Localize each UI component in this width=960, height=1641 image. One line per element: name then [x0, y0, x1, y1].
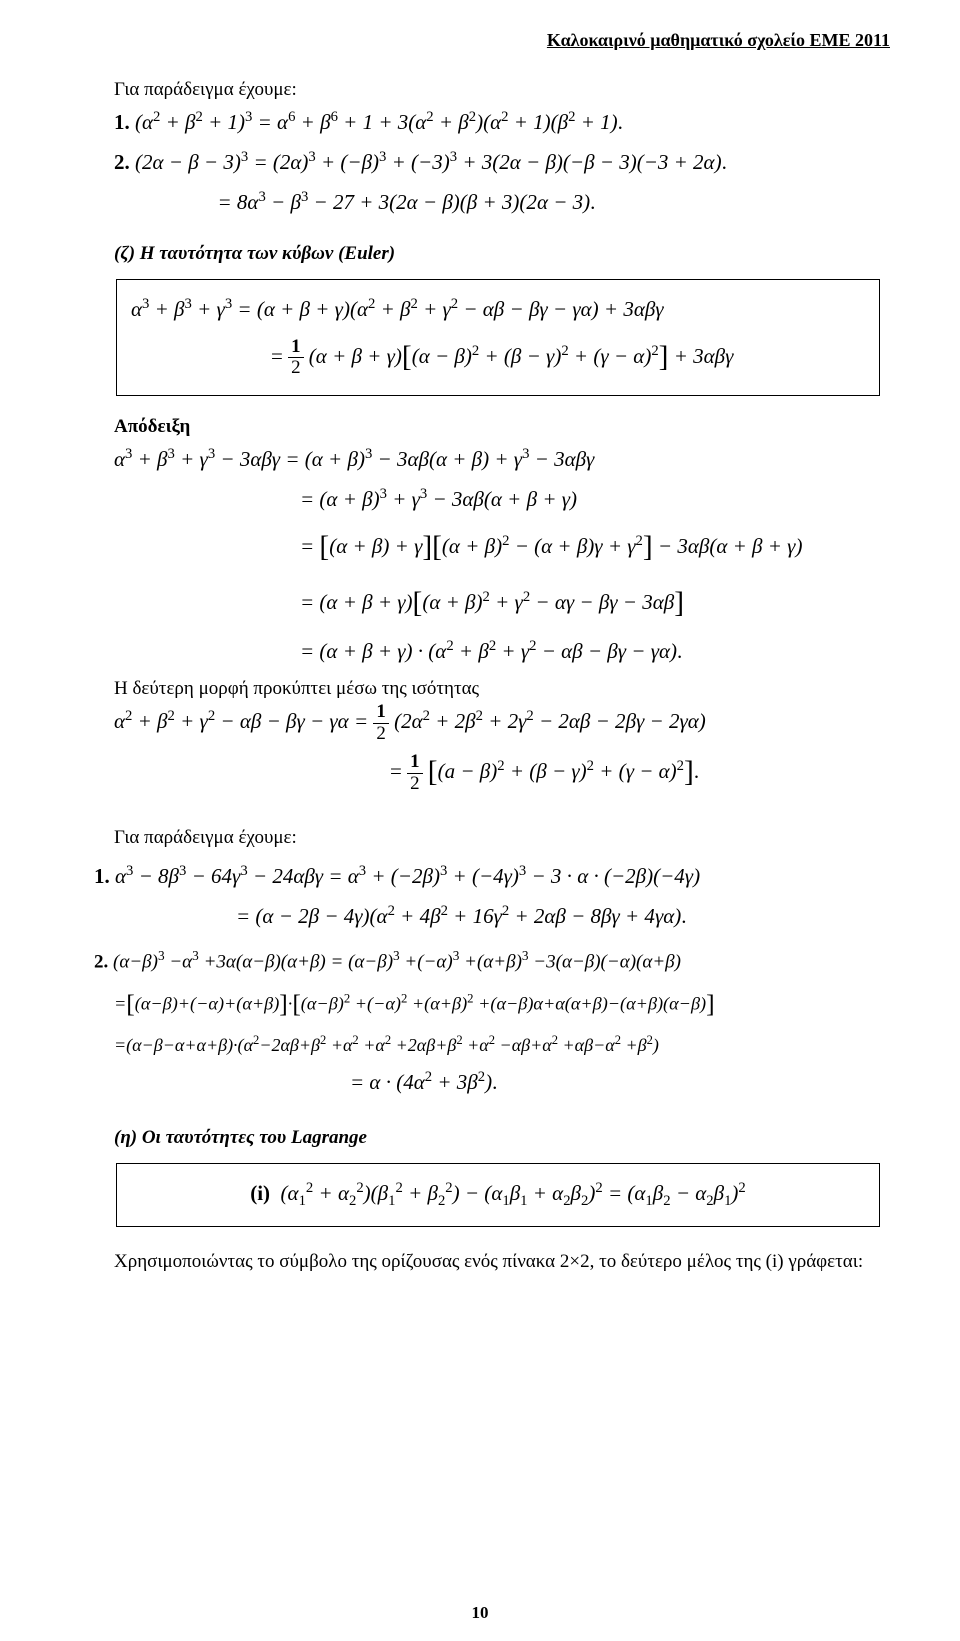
lagrange-label: (i) — [250, 1181, 270, 1205]
proof-line3: = [(α + β) + γ][(α + β)2 − (α + β)γ + γ2… — [300, 520, 890, 576]
example-2-line1: 2. (2α − β − 3)3 = (2α)3 + (−β)3 + (−3)3… — [114, 143, 890, 183]
euler-line1: α3 + β3 + γ3 = (α + β + γ)(α2 + β2 + γ2 … — [131, 290, 865, 330]
euler-line2: = 12 (α + β + γ)[(α − β)2 + (β − γ)2 + (… — [271, 330, 865, 386]
page-number: 10 — [0, 1603, 960, 1623]
page-header: Καλοκαιρινό μαθηματικό σχολείο ΕΜΕ 2011 — [90, 30, 890, 51]
second-form-line2: = 12 [(a − β)2 + (β − γ)2 + (γ − α)2]. — [390, 745, 890, 801]
determinant-remark: Χρησιμοποιώντας το σύμβολο της ορίζουσας… — [114, 1249, 890, 1276]
section-eta-title: (η) Οι ταυτότητες του Lagrange — [114, 1127, 890, 1149]
euler-identity-box: α3 + β3 + γ3 = (α + β + γ)(α2 + β2 + γ2 … — [116, 279, 880, 397]
proof-line2: = (α + β)3 + γ3 − 3αβ(α + β + γ) — [300, 480, 890, 520]
example-b2-line1: 2. (α−β)3 −α3 +3α(α−β)(α+β) = (α−β)3 +(−… — [94, 943, 890, 980]
example-2-number: 2. — [114, 150, 130, 174]
second-form-intro: Η δεύτερη μορφή προκύπτει μέσω της ισότη… — [114, 676, 890, 703]
example-1-eq: (α2 + β2 + 1)3 = α6 + β6 + 1 + 3(α2 + β2… — [135, 110, 623, 134]
example-2-eq: (2α − β − 3)3 = (2α)3 + (−β)3 + (−3)3 + … — [135, 150, 727, 174]
proof-title: Απόδειξη — [114, 416, 890, 438]
second-form-line1: α2 + β2 + γ2 − αβ − βγ − γα = 12 (2α2 + … — [114, 702, 890, 745]
example-b2-number: 2. — [94, 951, 108, 972]
examples-title-2: Για παράδειγμα έχουμε: — [114, 827, 890, 849]
section-zeta-title: (ζ) Η ταυτότητα των κύβων (Euler) — [114, 243, 890, 265]
lagrange-identity-box: (i) (α12 + α22)(β12 + β22) − (α1β1 + α2β… — [116, 1163, 880, 1227]
example-1-number: 1. — [114, 110, 130, 134]
example-b1-number: 1. — [94, 864, 110, 888]
example-2-line2: = 8α3 − β3 − 27 + 3(2α − β)(β + 3)(2α − … — [186, 183, 890, 223]
example-b2-line2: =[(α−β)+(−α)+(α+β)]·[(α−β)2 +(−α)2 +(α+β… — [114, 980, 890, 1028]
example-b2-line4: = α · (4α2 + 3β2). — [350, 1063, 890, 1103]
proof-line5: = (α + β + γ) · (α2 + β2 + γ2 − αβ − βγ … — [300, 632, 890, 672]
proof-line1: α3 + β3 + γ3 − 3αβγ = (α + β)3 − 3αβ(α +… — [114, 440, 890, 480]
examples-title-1: Για παράδειγμα έχουμε: — [114, 79, 890, 101]
example-b1-line1: 1. α3 − 8β3 − 64γ3 − 24αβγ = α3 + (−2β)3… — [94, 857, 890, 897]
example-1: 1. (α2 + β2 + 1)3 = α6 + β6 + 1 + 3(α2 +… — [114, 103, 890, 143]
example-b2-line3: =(α−β−α+α+β)·(α2−2αβ+β2 +α2 +α2 +2αβ+β2 … — [114, 1028, 890, 1062]
example-b1-line2: = (α − 2β − 4γ)(α2 + 4β2 + 16γ2 + 2αβ − … — [236, 897, 890, 937]
proof-line4: = (α + β + γ)[(α + β)2 + γ2 − αγ − βγ − … — [300, 576, 890, 632]
